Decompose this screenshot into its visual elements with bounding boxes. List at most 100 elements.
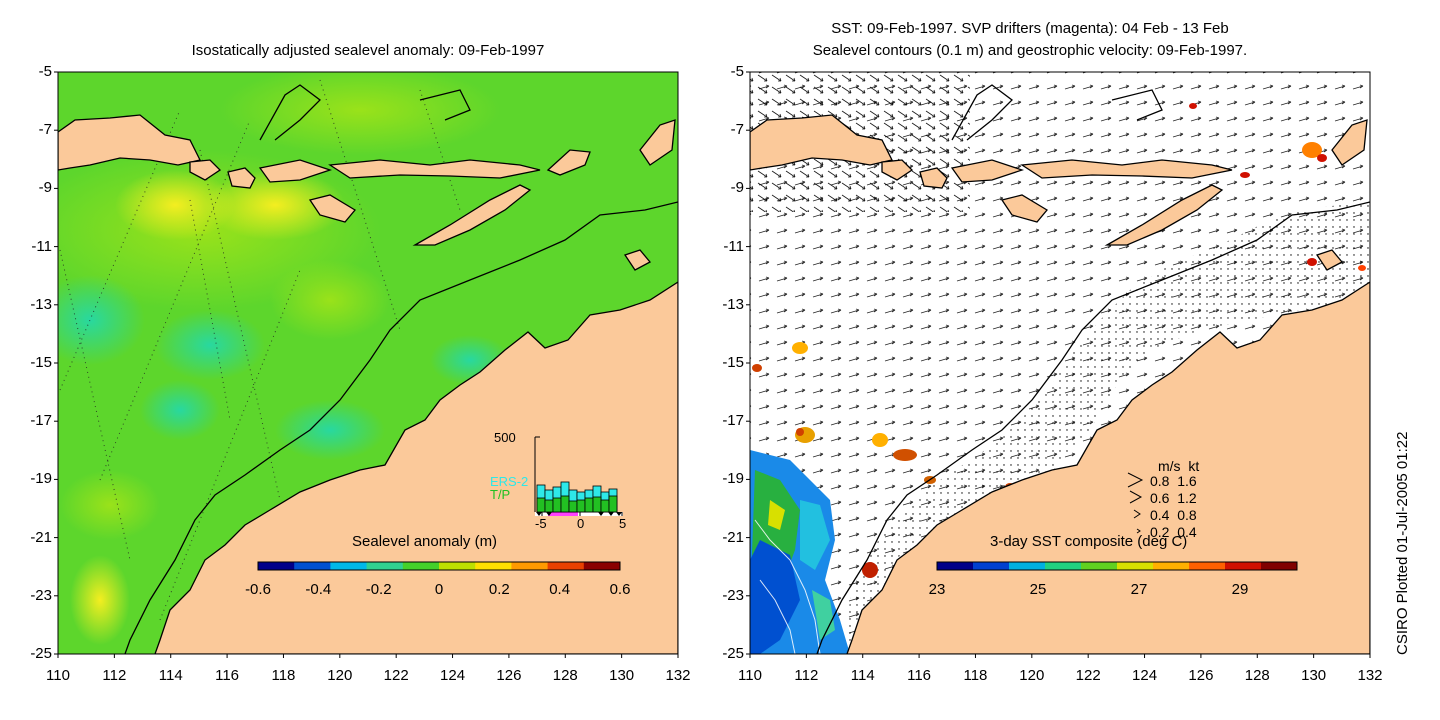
x-tick-label: 114 [850,667,875,684]
colorbar-swatch [1009,562,1046,570]
velocity-legend-row-3: 0.4 0.8 [1150,507,1197,523]
y-tick-label: -21 [722,528,744,546]
inset-ymax-label: 500 [494,430,516,445]
inset-histogram [534,436,623,516]
x-tick-label: 118 [271,667,296,684]
colorbar-tick-label: -0.2 [365,581,392,598]
y-tick-label: -5 [38,63,52,80]
colorbar-tick-label: 27 [1130,581,1148,598]
x-tick-label: 128 [552,667,578,684]
credit-text: CSIRO Plotted 01-Jul-2005 01:22 [1394,431,1411,655]
colorbar-swatch [973,562,1010,570]
colorbar-swatch [937,562,974,570]
colorbar-tick-label: 0.6 [609,581,631,598]
left-colorbar [257,561,621,571]
colorbar-swatch [1045,562,1082,570]
y-tick-label: -9 [38,179,52,197]
inset-xtick-neg5: -5 [535,516,547,531]
colorbar-tick-label: 25 [1029,581,1047,598]
colorbar-swatch [366,562,404,570]
colorbar-tick-label: -0.4 [305,581,332,598]
y-tick-label: -15 [722,354,744,371]
y-tick-label: -11 [31,237,52,255]
x-tick-label: 126 [1188,667,1214,684]
x-tick-label: 110 [738,667,762,684]
y-tick-label: -17 [722,412,744,430]
right-panel-title-line1: SST: 09-Feb-1997. SVP drifters (magenta)… [831,20,1229,37]
colorbar-swatch [1189,562,1226,570]
x-tick-label: 124 [440,667,466,684]
inset-xtick-5: 5 [619,516,627,531]
velocity-legend-row-2: 0.6 1.2 [1150,490,1197,506]
y-tick-label: -9 [730,179,744,197]
colorbar-tick-label: -0.6 [245,581,271,598]
colorbar-border [936,561,1298,571]
left-map [58,72,678,654]
y-tick-label: -23 [30,586,52,604]
y-tick-label: -11 [723,237,744,255]
colorbar-swatch [1261,562,1298,570]
y-tick-label: -7 [38,121,52,139]
colorbar-swatch [294,562,331,570]
x-tick-label: 118 [963,667,988,684]
inset-xtick-0: 0 [577,516,585,531]
left-panel-title: Isostatically adjusted sealevel anomaly:… [191,42,545,59]
right-panel-title-line2: Sealevel contours (0.1 m) and geostrophi… [812,42,1248,59]
y-tick-label: -7 [730,121,744,139]
right-colorbar-title: 3-day SST composite (deg C) [990,533,1188,550]
colorbar-tick-label: 29 [1231,581,1249,598]
colorbar-swatch [258,562,295,570]
inset-series-ers2: ERS-2 [490,474,529,489]
x-tick-label: 110 [46,667,70,684]
colorbar-swatch [547,562,585,570]
colorbar-tick-label: 0.4 [549,581,571,598]
x-tick-label: 116 [215,667,240,684]
velocity-legend-row-1: 0.8 1.6 [1150,473,1197,489]
x-tick-label: 116 [907,667,932,684]
colorbar-swatch [402,562,440,570]
y-tick-label: -5 [730,63,744,80]
x-tick-label: 120 [327,667,353,684]
x-tick-label: 132 [665,667,691,684]
y-tick-label: -23 [722,586,744,604]
colorbar-tick-label: 23 [928,581,946,598]
colorbar-tick-label: 0 [434,581,444,598]
x-tick-label: 112 [794,667,819,684]
colorbar-border [257,561,621,571]
colorbar-swatch [475,562,512,570]
x-tick-label: 120 [1019,667,1045,684]
colorbar-swatch [330,562,368,570]
x-tick-label: 126 [496,667,522,684]
colorbar-swatch [1153,562,1190,570]
x-tick-label: 124 [1132,667,1158,684]
right-colorbar [936,561,1298,571]
x-tick-label: 128 [1244,667,1270,684]
velocity-legend-arrows [1127,472,1144,534]
x-tick-label: 122 [1075,667,1101,684]
left-colorbar-title: Sealevel anomaly (m) [352,533,498,550]
y-tick-label: -19 [722,470,744,488]
colorbar-swatch [583,562,621,570]
right-map [750,72,1370,654]
y-tick-label: -19 [30,470,52,488]
colorbar-swatch [1081,562,1118,570]
y-tick-label: -25 [722,645,744,662]
x-tick-label: 112 [102,667,127,684]
colorbar-swatch [1117,562,1154,570]
velocity-legend-row-4: 0.2 0.4 [1150,524,1197,540]
colorbar-tick-label: 0.2 [488,581,510,598]
x-tick-label: 130 [609,667,635,684]
y-tick-label: -15 [30,354,52,371]
y-tick-label: -13 [30,295,52,313]
y-tick-label: -13 [722,295,744,313]
velocity-legend-header: m/s kt [1158,458,1200,474]
y-tick-label: -21 [30,528,52,546]
y-tick-label: -17 [30,412,52,430]
x-tick-label: 132 [1357,667,1383,684]
x-tick-label: 130 [1301,667,1327,684]
x-tick-label: 122 [383,667,409,684]
x-tick-label: 114 [158,667,183,684]
inset-series-tp: T/P [490,487,511,502]
colorbar-swatch [511,562,549,570]
